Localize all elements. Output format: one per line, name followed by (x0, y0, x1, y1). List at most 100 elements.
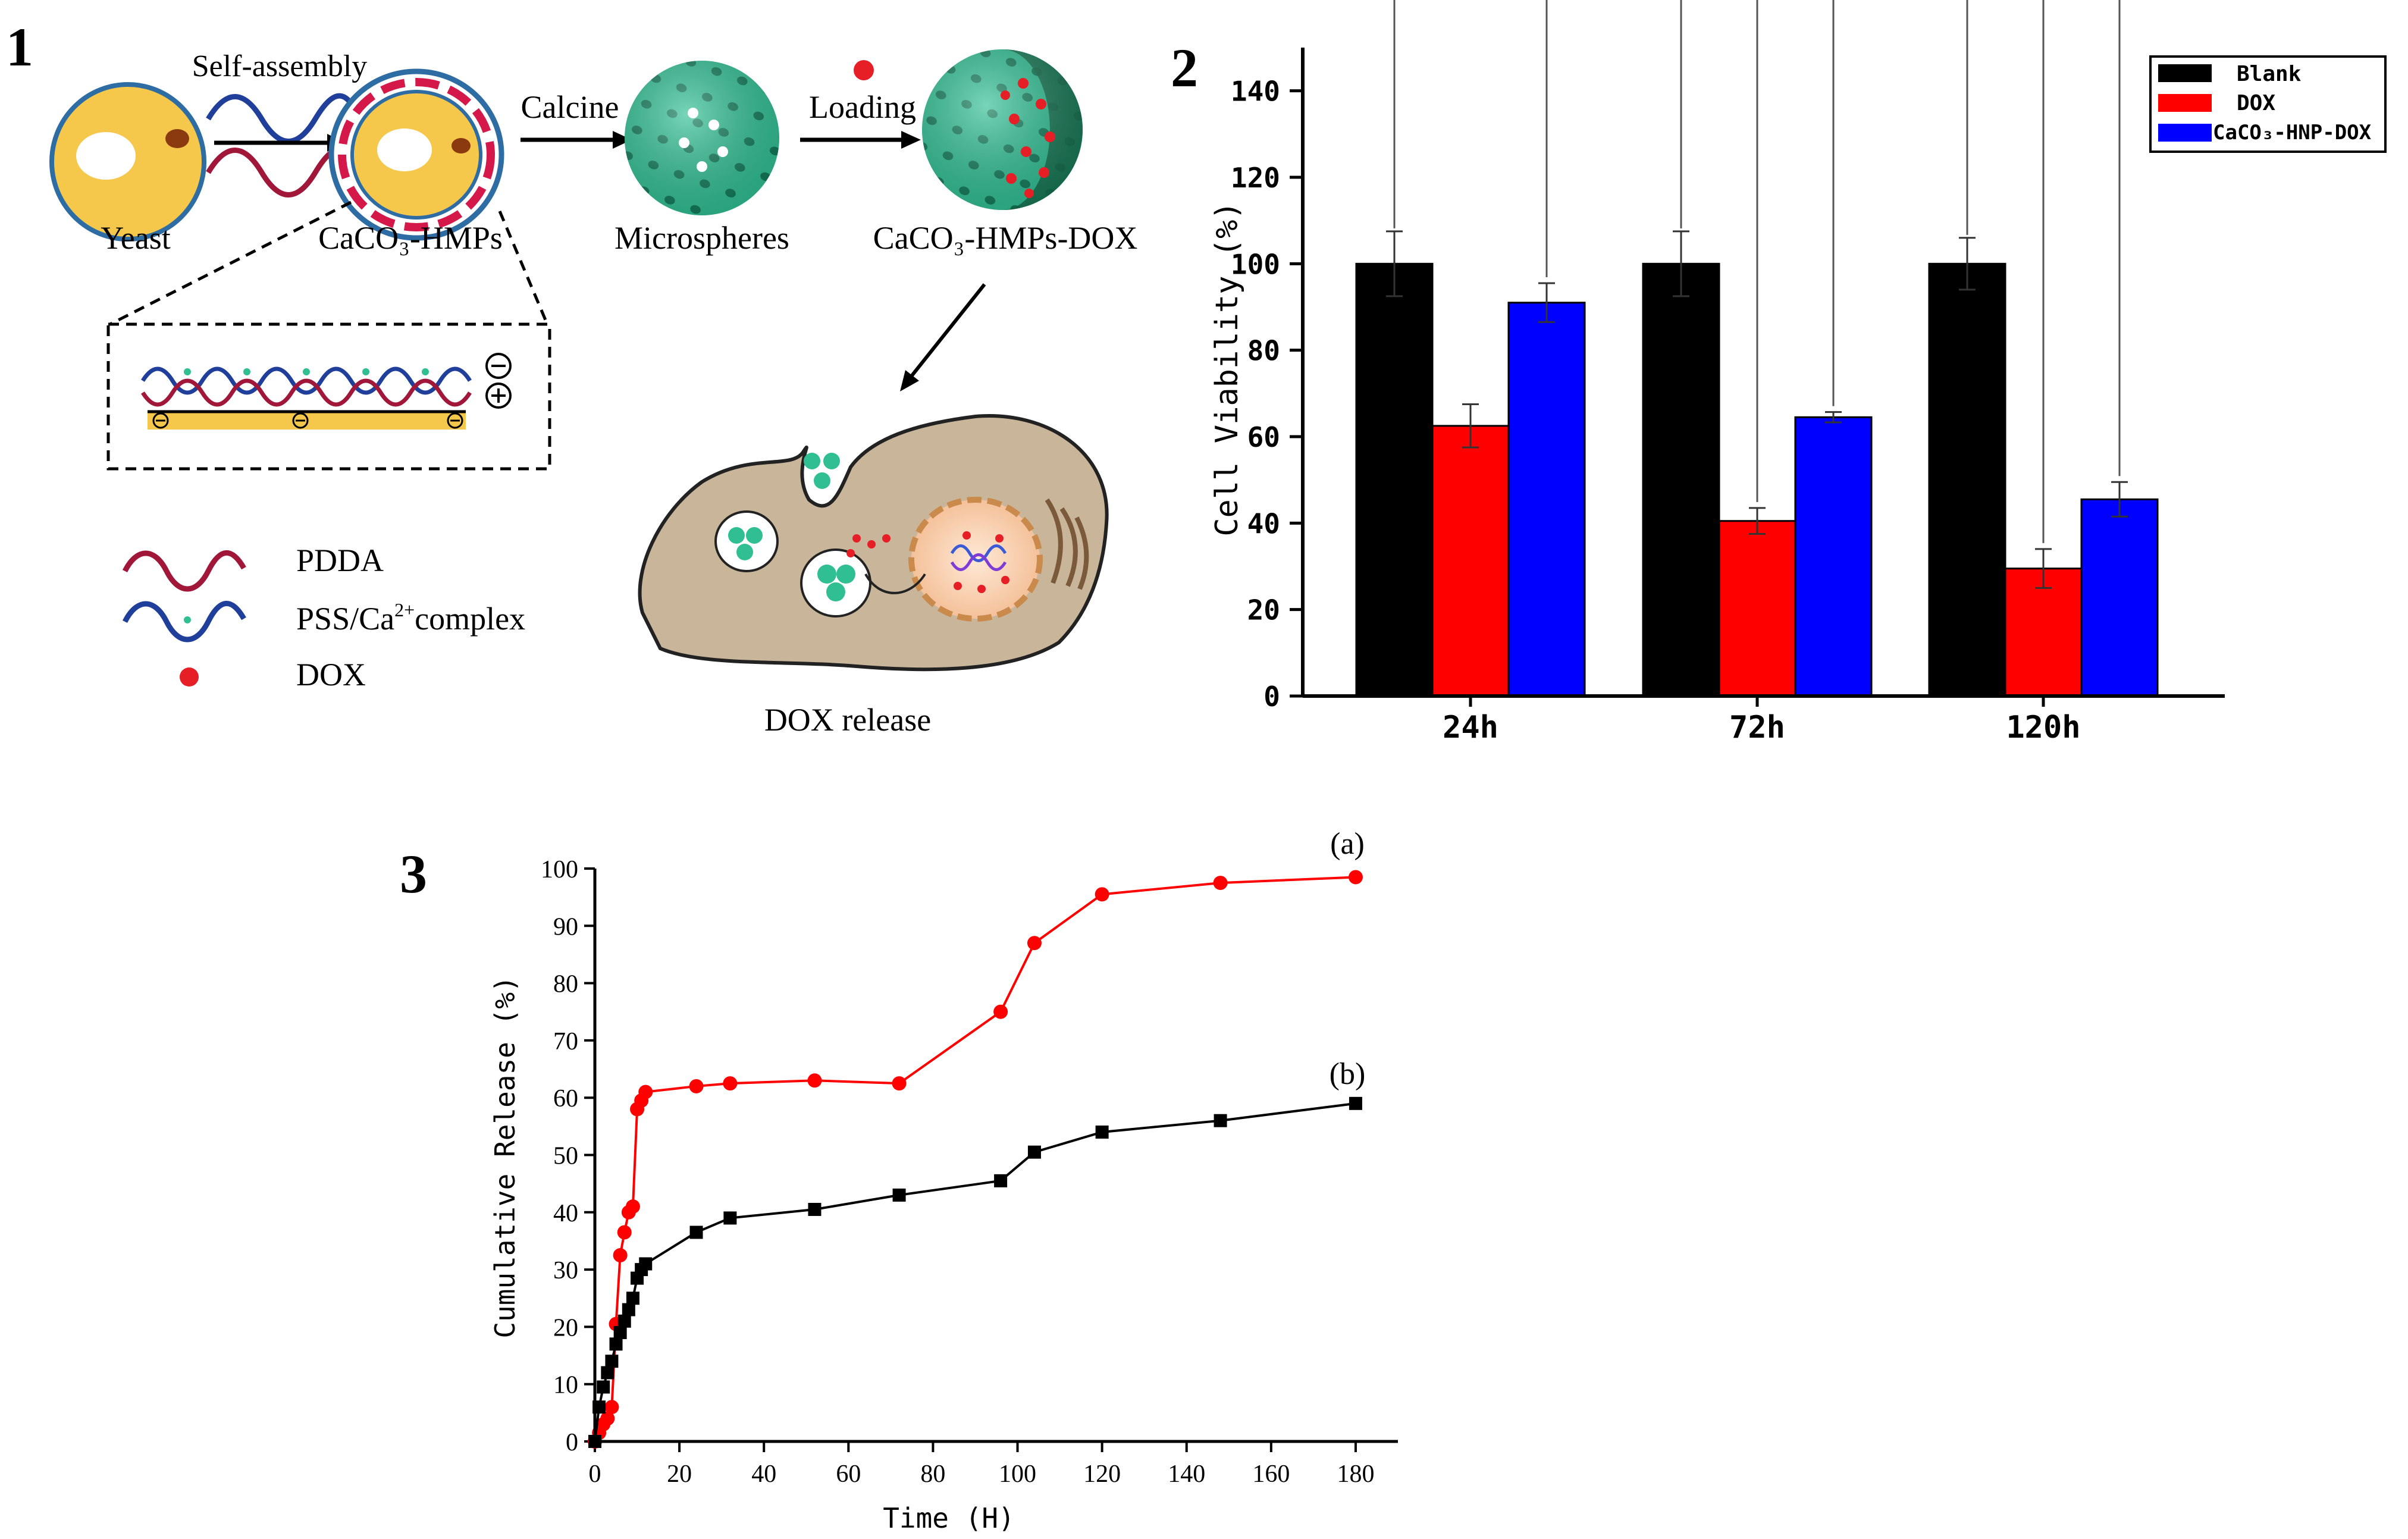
line-y-tick-label: 100 (541, 856, 578, 883)
legend-ca-dot-icon (184, 616, 191, 623)
microspheres-label: Microspheres (614, 220, 789, 256)
line-x-axis-label: Time (H) (883, 1502, 1015, 1534)
data-point (626, 1292, 639, 1305)
data-point (993, 1004, 1008, 1019)
legend-dox-label: DOX (296, 657, 366, 692)
calcine-arrow-head-icon (613, 131, 632, 149)
legend-hnp-swatch (2158, 124, 2212, 142)
data-point (892, 1188, 906, 1202)
calcine-label: Calcine (521, 89, 619, 125)
line-y-tick-label: 10 (553, 1372, 578, 1399)
bar (1794, 416, 1873, 697)
bar-series-group (1355, 230, 2159, 697)
data-point (723, 1211, 737, 1225)
significance-bracket (1680, 0, 1835, 406)
bar-y-axis-label: Cell Viability (%) (1209, 201, 1245, 537)
loading-arrow-head-icon (901, 131, 921, 149)
cell-icon (638, 414, 1109, 672)
data-point (892, 1076, 907, 1091)
series-line (594, 1102, 1356, 1442)
line-series-group (588, 870, 1363, 1449)
data-point (617, 1225, 632, 1240)
legend-pdda-label: PDDA (296, 543, 384, 578)
data-point (613, 1248, 628, 1263)
data-point (808, 1202, 822, 1216)
significance-bracket (1966, 0, 2121, 477)
data-point (1095, 887, 1109, 902)
zoom-line-right (498, 211, 549, 325)
panel-label-2: 2 (1171, 37, 1198, 98)
line-x-tick-label: 180 (1337, 1460, 1374, 1488)
data-point (638, 1084, 653, 1099)
bar-y-tick-label: 140 (1231, 76, 1280, 108)
release-arrow-icon (908, 283, 986, 379)
significance-group: ********** (1393, 0, 2121, 543)
line-y-tick-label: 30 (553, 1257, 578, 1284)
bar-y-tick-label: 40 (1247, 507, 1280, 540)
line-x-tick-label: 160 (1252, 1460, 1290, 1488)
bar (1928, 262, 2006, 697)
zoom-line-left (109, 200, 352, 326)
coated-yeast-icon (328, 68, 504, 241)
series-a-label: (a) (1330, 827, 1365, 861)
line-x-tick-label: 40 (751, 1460, 776, 1488)
data-point (639, 1257, 653, 1271)
data-point (604, 1400, 619, 1415)
bar (1718, 520, 1796, 697)
data-point (807, 1073, 822, 1088)
line-y-tick-label: 40 (553, 1200, 578, 1227)
zoom-box (106, 322, 551, 471)
line-x-tick-label: 0 (589, 1460, 601, 1488)
data-point (600, 1411, 615, 1426)
panel-label-1: 1 (6, 17, 33, 77)
line-x-tick-label: 120 (1083, 1460, 1121, 1488)
legend-hnp-label: CaCO₃-HNP-DOX (2213, 121, 2372, 145)
bar-x-tick-label: 120h (2006, 710, 2080, 745)
line-tick-group: 0 20 40 60 80 100 120 140 160 180 0 10 20 30 40 50 60 70 8… (541, 856, 1374, 1488)
bar-y-tick-label: 80 (1247, 335, 1280, 367)
bar (2080, 498, 2159, 697)
yeast-cell-icon (49, 82, 206, 242)
series-line (594, 876, 1356, 1442)
series-b-label: (b) (1330, 1057, 1366, 1091)
legend-dox-dot-icon (180, 667, 199, 687)
bar-chart-panel: 2 0 20 40 60 80 100 120 140 ********** 24h 72h 12… (1171, 0, 2387, 745)
data-point (625, 1199, 640, 1214)
hmps-label: CaCO₃-HMPs (318, 220, 503, 256)
line-y-axis-label: Cumulative Release (%) (489, 976, 521, 1338)
data-point (613, 1326, 627, 1340)
line-x-tick-label: 140 (1168, 1460, 1205, 1488)
line-y-tick-label: 20 (553, 1314, 578, 1341)
line-y-tick-label: 70 (553, 1028, 578, 1055)
data-point (723, 1076, 738, 1091)
line-y-tick-label: 60 (553, 1085, 578, 1112)
line-x-tick-label: 100 (999, 1460, 1036, 1488)
scheme-panel: 1 Yeast Self-assembly CaCO₃-HMPs (6, 17, 1137, 738)
line-x-tick-label: 60 (836, 1460, 861, 1488)
bar (1355, 262, 1434, 697)
bar-x-tick-label: 24h (1443, 710, 1498, 745)
layer-detail-icon (141, 353, 512, 430)
hmps-dox-label: CaCO₃-HMPs-DOX (873, 220, 1138, 256)
line-chart-panel: 3 0 20 40 60 80 100 120 140 160 180 0 10 20 30 40 50 60 7… (400, 827, 1398, 1534)
panel-label-3: 3 (400, 844, 427, 904)
data-point (1095, 1125, 1109, 1139)
bar-y-tick-label: 20 (1247, 594, 1280, 626)
self-assembly-label: Self-assembly (192, 49, 368, 83)
data-point (601, 1366, 614, 1380)
legend-dox-swatch (2158, 94, 2212, 112)
line-y-tick-label: 50 (553, 1143, 578, 1170)
release-arrow-head-icon (900, 370, 919, 391)
bar-x-label-group: 24h 72h 120h (1443, 696, 2081, 745)
data-point (994, 1174, 1008, 1187)
data-point (1348, 870, 1363, 885)
loaded-microsphere-icon (922, 49, 1083, 210)
data-point (617, 1314, 631, 1328)
dox-molecule-icon (854, 60, 874, 80)
line-y-tick-label: 90 (553, 913, 578, 941)
bar-y-tick-label: 120 (1231, 162, 1280, 194)
loading-label: Loading (809, 89, 916, 125)
legend-blank-label: Blank (2237, 62, 2302, 86)
bar-y-tick-label: 100 (1231, 248, 1280, 280)
